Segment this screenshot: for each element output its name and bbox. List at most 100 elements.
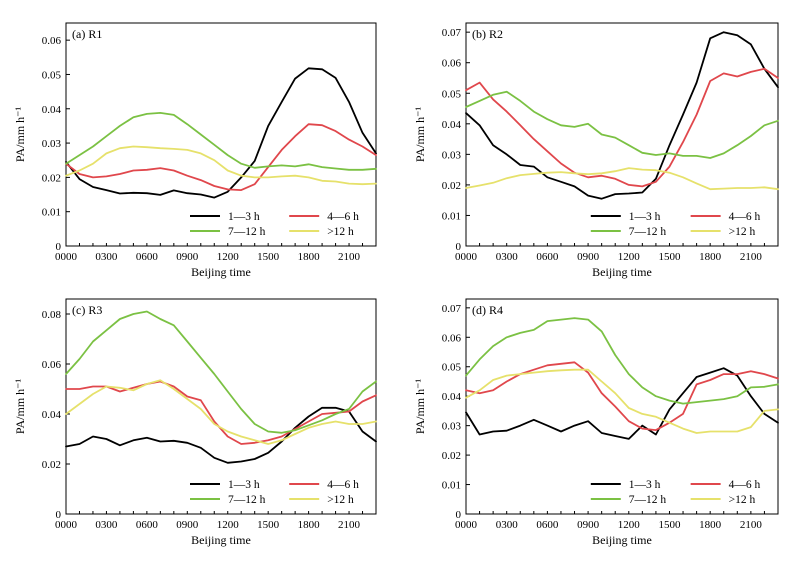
panel-1-legend-label: 1—3 h [228,211,260,223]
panel-2-xtick-label: 0000 [455,251,478,263]
panel-1-xtick-label: 2100 [338,251,361,263]
panel-1-ytick-label: 0.02 [42,172,61,184]
panel-2-xtick-label: 1500 [658,251,681,263]
panel-1-legend-label: 7—12 h [228,226,266,238]
panel-1-ytick-label: 0.06 [42,35,62,47]
panel-1-ytick-label: 0 [56,241,62,253]
panel-3: 0 0.02 0.04 0.06 0.08 0000 0300 0600 0900 1200 150… [13,298,377,547]
panel-4-xtick-label: 0600 [536,519,559,531]
panel-1-xtick-label: 1800 [298,251,321,263]
panel-2: 0 0.01 0.02 0.03 0.04 0.05 0.06 0.07 0000 0300 060… [413,22,779,279]
panel-2-series-line-4 [465,167,779,191]
panel-2-series-line-2 [465,67,779,188]
panel-3-series-line-1 [65,406,377,464]
panel-3-legend-label: >12 h [327,494,354,506]
panel-4-series-line-4 [465,368,779,434]
panel-3-ytick-label: 0.06 [42,359,62,371]
panel-3-xtick-label: 0600 [136,519,159,531]
panel-2-legend-label: >12 h [729,226,756,238]
panel-2-legend-label: 7—12 h [629,226,667,238]
panel-3-xtick-label: 0300 [95,519,118,531]
panel-1-xtick-label: 1500 [257,251,280,263]
panel-3-xaxis-title: Beijing time [191,533,251,547]
panel-3-ytick-label: 0 [56,509,62,521]
panel-4-xtick-label: 1500 [658,519,681,531]
panel-4-legend-label: 1—3 h [629,479,661,491]
panel-1-ytick-label: 0.05 [42,69,62,81]
panel-2-xaxis-title: Beijing time [592,265,652,279]
panel-4-ytick-label: 0.05 [442,362,462,374]
panel-1-xtick-label: 0900 [176,251,199,263]
panel-2-xtick-label: 0600 [536,251,559,263]
panel-4-series-line-3 [465,317,779,405]
panel-1-legend-label: >12 h [327,226,354,238]
panel-4-yaxis-title: PA/mm h⁻¹ [413,379,427,435]
panel-2-yaxis-title: PA/mm h⁻¹ [413,107,427,163]
panel-4-ytick-label: 0.06 [442,332,462,344]
panel-4-xtick-label: 1800 [699,519,722,531]
panel-4-xaxis-title: Beijing time [592,533,652,547]
panel-2-ytick-label: 0.02 [442,180,461,192]
panel-3-xtick-label: 1200 [217,519,240,531]
panel-4-xtick-label: 0900 [577,519,600,531]
panel-2-ytick-label: 0.03 [442,149,462,161]
panel-1-series-line-1 [65,67,377,199]
panel-4-title: (d) R4 [472,303,503,317]
panel-4-series-line-1 [465,367,779,440]
panel-2-series-line-3 [465,90,779,159]
panel-2-legend-label: 4—6 h [729,211,761,223]
panel-4-ytick-label: 0 [456,509,462,521]
panel-3-series-line-4 [65,379,377,445]
panel-3-xtick-label: 0000 [55,519,78,531]
panel-1-xtick-label: 0000 [55,251,78,263]
panel-1-ytick-label: 0.01 [42,207,61,219]
panel-1-series-line-2 [65,123,377,191]
panel-4-xtick-label: 0300 [496,519,519,531]
panel-1-xtick-label: 0600 [136,251,159,263]
panel-3-ytick-label: 0.02 [42,459,61,471]
panel-2-xtick-label: 0300 [496,251,519,263]
panel-4-xtick-label: 2100 [740,519,763,531]
panel-3-xtick-label: 1800 [298,519,321,531]
panel-3-legend-label: 4—6 h [327,479,359,491]
panel-4-ytick-label: 0.02 [442,450,461,462]
panel-3-plot-frame [65,298,377,515]
panel-4-ytick-label: 0.04 [442,391,462,403]
panel-2-series-line-1 [465,31,779,200]
panel-4-legend-label: 4—6 h [729,479,761,491]
panel-1-ytick-label: 0.04 [42,104,62,116]
panel-3-legend-label: 1—3 h [228,479,260,491]
panel-1-series-line-4 [65,145,377,186]
panel-1-yaxis-title: PA/mm h⁻¹ [13,107,27,163]
panel-2-legend-label: 1—3 h [629,211,661,223]
panel-2-xtick-label: 1800 [699,251,722,263]
panel-1-title: (a) R1 [72,27,102,41]
panel-1: 0 0.01 0.02 0.03 0.04 0.05 0.06 0000 0300 0600 090… [13,22,377,279]
panel-4-legend-label: 7—12 h [629,494,667,506]
panel-1-legend-label: 4—6 h [327,211,359,223]
panel-2-plot-frame [465,22,779,247]
panel-2-title: (b) R2 [472,27,503,41]
panel-2-ytick-label: 0.07 [442,27,462,39]
panel-4-ytick-label: 0.03 [442,421,462,433]
panel-3-ytick-label: 0.08 [42,309,62,321]
panel-2-xtick-label: 1200 [618,251,641,263]
panel-3-yaxis-title: PA/mm h⁻¹ [13,379,27,435]
panel-4-xtick-label: 0000 [455,519,478,531]
panel-3-series-line-3 [65,310,377,434]
panel-3-ytick-label: 0.04 [42,409,62,421]
panel-2-ytick-label: 0.04 [442,119,462,131]
panel-4-xtick-label: 1200 [618,519,641,531]
panel-3-series-line-2 [65,380,377,445]
panel-4-ytick-label: 0.01 [442,480,461,492]
panel-3-title: (c) R3 [72,303,102,317]
panel-3-xtick-label: 1500 [257,519,280,531]
panel-4-legend-label: >12 h [729,494,756,506]
panel-1-ytick-label: 0.03 [42,138,62,150]
panel-4-ytick-label: 0.07 [442,303,462,315]
panel-1-xtick-label: 1200 [217,251,240,263]
panel-2-xtick-label: 0900 [577,251,600,263]
panel-4: 0 0.01 0.02 0.03 0.04 0.05 0.06 0.07 0000 0300 060… [413,298,779,547]
panel-1-xtick-label: 0300 [95,251,118,263]
panel-1-series-line-3 [65,112,377,171]
